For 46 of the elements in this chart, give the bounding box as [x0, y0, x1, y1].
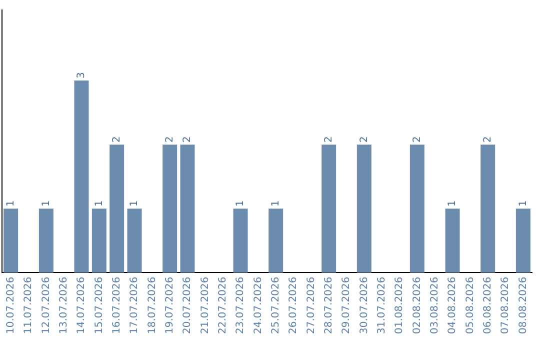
data-label: 2: [482, 136, 494, 143]
x-tick-label: 18.07.2026: [146, 276, 158, 334]
x-tick-label: 27.07.2026: [306, 276, 317, 334]
x-tick-label: 19.07.2026: [164, 276, 176, 334]
data-label: 2: [358, 136, 370, 143]
data-label: 1: [270, 200, 282, 207]
x-tick-label: 01.08.2026: [394, 276, 406, 334]
x-tick-label: 02.08.2026: [412, 276, 423, 334]
x-tick-label: 14.07.2026: [76, 276, 88, 334]
data-label: 2: [111, 136, 122, 143]
x-tick-label: 13.07.2026: [58, 276, 70, 334]
data-label: 1: [447, 200, 458, 207]
data-label: 2: [323, 136, 334, 143]
data-label: 1: [5, 200, 16, 207]
x-tick-label: 24.07.2026: [252, 276, 264, 334]
x-tick-label: 31.07.2026: [376, 276, 388, 334]
x-tick-label: 04.08.2026: [447, 276, 458, 334]
data-label: 1: [94, 200, 105, 207]
x-tick-label: 03.08.2026: [429, 276, 440, 334]
x-tick-label: 26.07.2026: [288, 276, 300, 334]
data-label: 2: [412, 136, 423, 143]
x-tick-label: 16.07.2026: [111, 276, 122, 334]
x-tick-label: 23.07.2026: [235, 276, 246, 334]
x-tick-label: 07.08.2026: [500, 276, 512, 334]
data-label: 2: [182, 136, 194, 143]
x-tick-label: 25.07.2026: [270, 276, 282, 334]
data-label: 1: [40, 200, 52, 207]
data-label: 2: [164, 136, 176, 143]
x-tick-label: 15.07.2026: [94, 276, 105, 334]
x-tick-label: 20.07.2026: [182, 276, 194, 334]
x-tick-label: 05.08.2026: [464, 276, 476, 334]
x-tick-label: 10.07.2026: [5, 276, 16, 334]
data-label: 3: [76, 72, 88, 78]
x-tick-label: 08.08.2026: [518, 276, 529, 334]
x-tick-label: 30.07.2026: [358, 276, 370, 334]
data-label: 1: [235, 200, 246, 207]
x-tick-label: 21.07.2026: [200, 276, 211, 334]
x-tick-label: 11.07.2026: [23, 276, 34, 334]
x-tick-label: 12.07.2026: [40, 276, 52, 334]
x-tick-label: 06.08.2026: [482, 276, 494, 334]
x-tick-label: 29.07.2026: [341, 276, 352, 334]
x-tick-label: 22.07.2026: [217, 276, 228, 334]
x-tick-label: 28.07.2026: [323, 276, 334, 334]
data-label: 1: [518, 200, 529, 207]
x-tick-label: 17.07.2026: [129, 276, 140, 334]
data-label: 1: [129, 200, 140, 207]
